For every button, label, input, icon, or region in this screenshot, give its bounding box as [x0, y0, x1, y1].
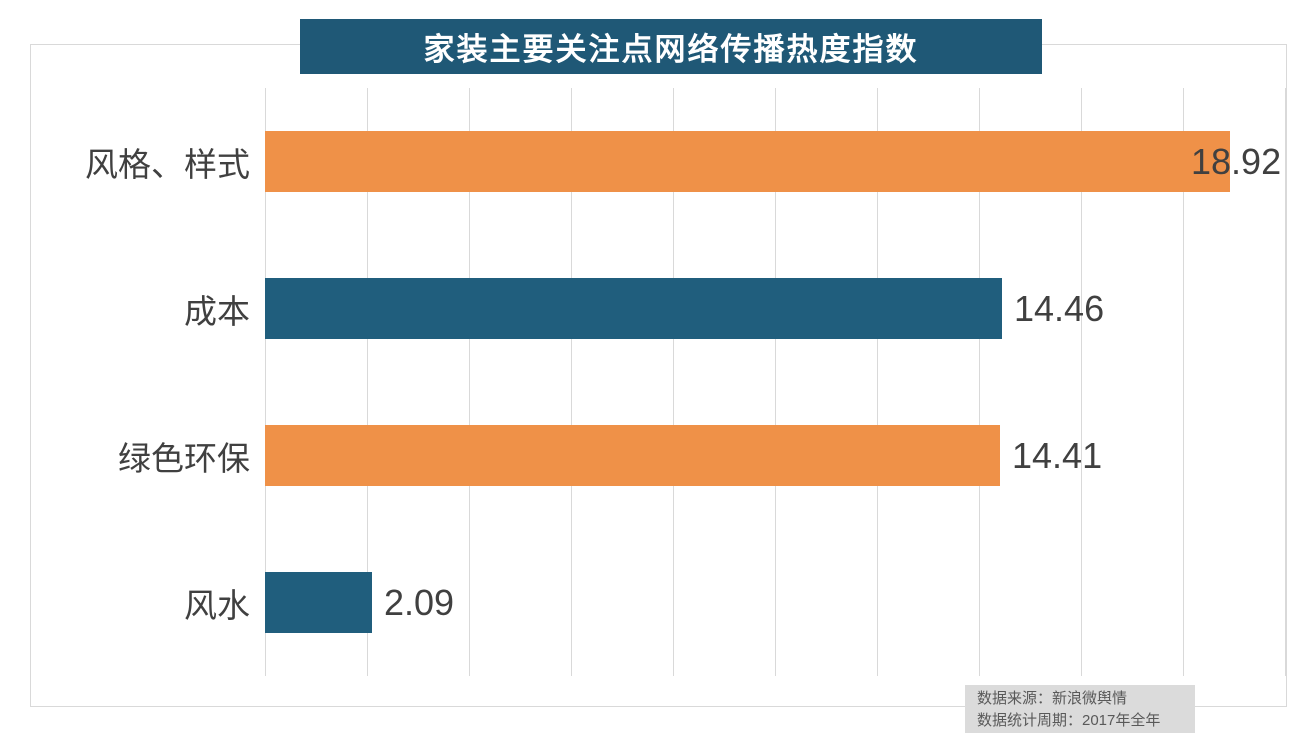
- gridline: [1081, 88, 1082, 676]
- gridline: [877, 88, 878, 676]
- plot-area: [265, 88, 1286, 676]
- category-label: 风水: [184, 586, 250, 624]
- source-line-2: 数据统计周期：2017年全年: [977, 712, 1161, 729]
- gridline: [265, 88, 266, 676]
- category-label: 风格、样式: [85, 145, 250, 183]
- category-label: 成本: [184, 292, 250, 330]
- bar: [265, 425, 1000, 486]
- gridline: [673, 88, 674, 676]
- value-label: 18.92: [1191, 141, 1282, 182]
- gridline: [775, 88, 776, 676]
- chart-title-banner: 家装主要关注点网络传播热度指数: [300, 19, 1042, 74]
- gridline: [469, 88, 470, 676]
- gridline: [571, 88, 572, 676]
- value-label: 14.46: [1014, 288, 1105, 329]
- category-label: 绿色环保: [118, 439, 250, 477]
- gridline: [1285, 88, 1286, 676]
- source-line-1: 数据来源：新浪微舆情: [977, 690, 1128, 707]
- source-note: 数据来源：新浪微舆情 数据统计周期：2017年全年: [965, 685, 1195, 733]
- chart-title: 家装主要关注点网络传播热度指数: [423, 32, 919, 67]
- gridline: [979, 88, 980, 676]
- gridline: [367, 88, 368, 676]
- bar: [265, 278, 1002, 339]
- bar: [265, 131, 1230, 192]
- gridline: [1183, 88, 1184, 676]
- bar: [265, 572, 372, 633]
- value-label: 14.41: [1012, 435, 1103, 476]
- value-label: 2.09: [384, 582, 455, 623]
